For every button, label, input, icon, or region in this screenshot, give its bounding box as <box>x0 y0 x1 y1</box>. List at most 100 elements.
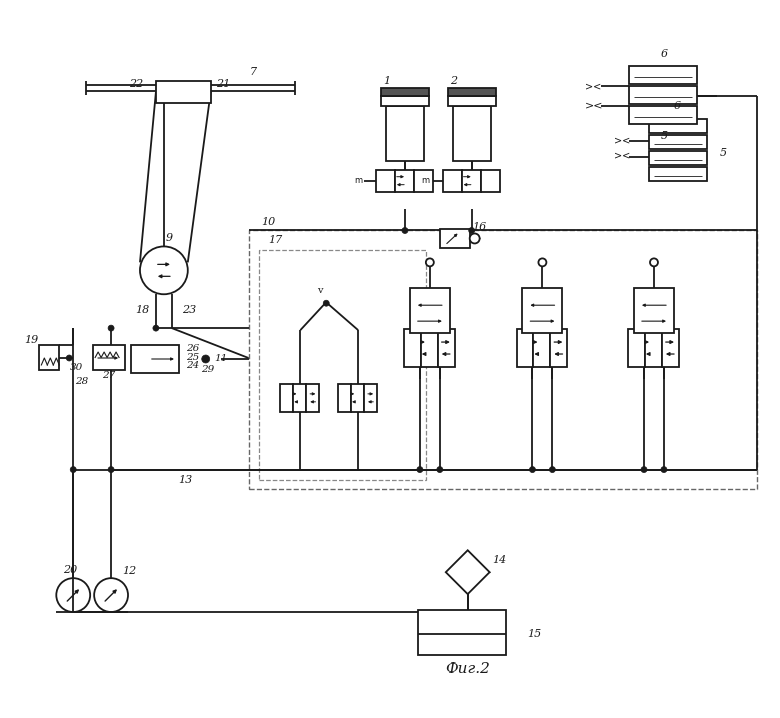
Bar <box>410 288 450 333</box>
Circle shape <box>108 325 114 331</box>
Circle shape <box>66 355 73 361</box>
Bar <box>307 384 319 412</box>
Text: 13: 13 <box>179 475 193 485</box>
Text: 22: 22 <box>129 79 143 89</box>
Circle shape <box>323 300 329 306</box>
Bar <box>131 345 179 373</box>
Text: 6: 6 <box>661 50 668 59</box>
Bar <box>376 169 395 192</box>
Bar <box>523 288 562 333</box>
Bar <box>339 384 351 412</box>
Bar <box>258 251 426 480</box>
Bar <box>381 96 429 106</box>
Bar <box>443 169 462 192</box>
Bar <box>634 288 674 333</box>
Bar <box>628 329 645 367</box>
Circle shape <box>202 355 210 363</box>
Text: 5: 5 <box>661 131 668 141</box>
Circle shape <box>94 578 128 612</box>
Polygon shape <box>446 550 490 594</box>
Bar <box>351 384 364 412</box>
Text: ><: >< <box>585 81 601 91</box>
Bar <box>629 66 697 84</box>
Bar <box>662 329 679 367</box>
Text: ><: >< <box>585 101 604 111</box>
Bar <box>418 610 505 655</box>
Text: 28: 28 <box>75 378 88 386</box>
Text: 19: 19 <box>24 335 38 345</box>
Text: 15: 15 <box>527 629 541 639</box>
Bar <box>645 329 662 367</box>
Bar <box>364 384 377 412</box>
Bar <box>448 96 495 106</box>
Text: 17: 17 <box>268 236 282 246</box>
Bar <box>452 106 491 161</box>
Bar <box>395 169 414 192</box>
Bar <box>293 384 307 412</box>
Bar <box>386 106 424 161</box>
Text: 1: 1 <box>384 76 391 86</box>
Text: 11: 11 <box>214 355 227 363</box>
Bar <box>421 329 438 367</box>
Bar <box>629 106 697 124</box>
Text: 30: 30 <box>69 363 83 373</box>
Text: 21: 21 <box>217 79 231 89</box>
Circle shape <box>402 228 408 233</box>
Text: Фиг.2: Фиг.2 <box>445 662 490 676</box>
Bar <box>649 135 707 149</box>
Text: v: v <box>317 286 323 295</box>
Text: 29: 29 <box>201 365 215 375</box>
Circle shape <box>56 578 90 612</box>
Circle shape <box>530 467 535 472</box>
Bar <box>462 169 480 192</box>
Text: 16: 16 <box>473 222 487 231</box>
Text: 25: 25 <box>186 353 200 361</box>
Text: 12: 12 <box>122 567 136 576</box>
Bar <box>516 329 534 367</box>
Bar <box>438 329 455 367</box>
Text: 5: 5 <box>720 148 727 158</box>
Bar <box>156 81 211 103</box>
Circle shape <box>417 467 423 472</box>
Text: 14: 14 <box>492 555 507 565</box>
Circle shape <box>437 467 443 472</box>
Bar <box>629 86 697 104</box>
Bar <box>249 230 757 490</box>
Bar <box>404 329 421 367</box>
Text: 6: 6 <box>673 101 680 111</box>
Bar <box>480 169 499 192</box>
Circle shape <box>426 258 434 266</box>
Circle shape <box>153 325 159 331</box>
Text: 2: 2 <box>450 76 457 86</box>
Bar <box>534 329 551 367</box>
Text: 9: 9 <box>165 233 172 243</box>
Circle shape <box>469 228 475 233</box>
Text: ><: >< <box>614 136 630 146</box>
Circle shape <box>538 258 547 266</box>
Bar <box>414 169 433 192</box>
Bar <box>649 167 707 181</box>
Bar <box>551 329 567 367</box>
Circle shape <box>650 258 658 266</box>
Circle shape <box>140 246 188 294</box>
Bar <box>381 88 429 96</box>
Bar <box>440 228 470 248</box>
Text: 18: 18 <box>135 305 149 315</box>
Text: 23: 23 <box>182 305 196 315</box>
Text: m: m <box>421 176 429 185</box>
Circle shape <box>108 467 114 472</box>
Text: 27: 27 <box>102 371 115 381</box>
Text: ><: >< <box>614 151 630 161</box>
Text: 26: 26 <box>186 343 200 353</box>
Circle shape <box>470 233 480 243</box>
Circle shape <box>70 467 76 472</box>
Circle shape <box>549 467 555 472</box>
Bar <box>93 345 125 370</box>
Text: 24: 24 <box>186 361 200 370</box>
Circle shape <box>641 467 647 472</box>
Text: m: m <box>354 176 362 185</box>
Bar <box>649 151 707 164</box>
Text: 20: 20 <box>63 565 77 575</box>
Circle shape <box>661 467 667 472</box>
Bar <box>448 88 495 96</box>
